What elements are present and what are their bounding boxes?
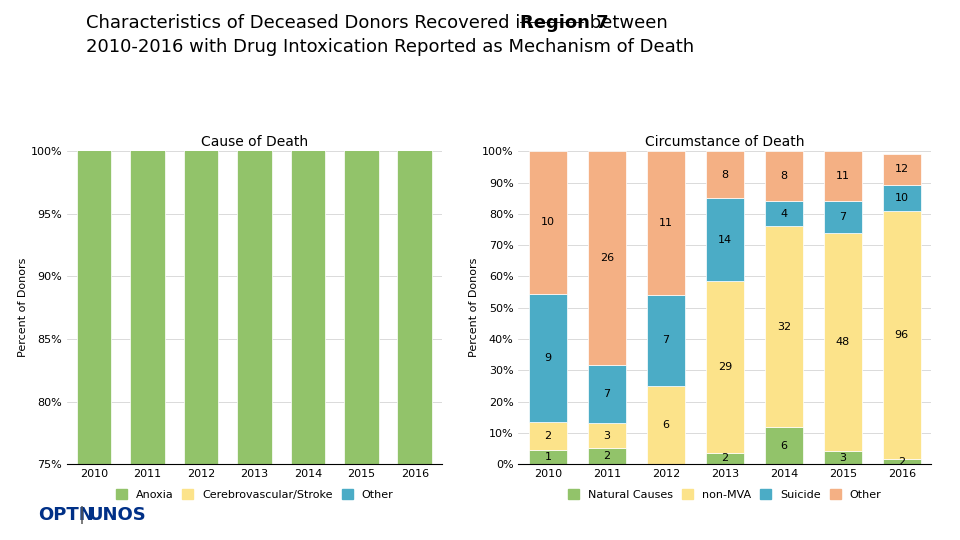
- Text: 96: 96: [895, 330, 909, 340]
- Text: Characteristics of Deceased Donors Recovered in: Characteristics of Deceased Donors Recov…: [86, 14, 538, 31]
- Bar: [706, 281, 744, 453]
- Bar: [77, 0, 111, 464]
- Text: Region 7: Region 7: [520, 14, 609, 31]
- Text: 14: 14: [718, 235, 732, 245]
- Bar: [706, 199, 744, 281]
- Text: 10: 10: [895, 193, 909, 203]
- Bar: [291, 0, 325, 464]
- Text: 29: 29: [718, 362, 732, 372]
- Text: 8: 8: [721, 170, 729, 180]
- Text: UNOS: UNOS: [88, 506, 146, 524]
- Bar: [588, 423, 626, 448]
- Text: 3: 3: [603, 430, 611, 441]
- Bar: [130, 0, 165, 464]
- Bar: [764, 151, 803, 201]
- Text: 2: 2: [721, 454, 729, 463]
- Bar: [882, 185, 921, 211]
- Bar: [706, 453, 744, 464]
- Bar: [882, 154, 921, 185]
- Text: 10: 10: [540, 218, 555, 227]
- Title: Cause of Death: Cause of Death: [201, 134, 308, 149]
- Bar: [647, 151, 685, 295]
- Bar: [824, 451, 862, 464]
- Bar: [647, 386, 685, 464]
- Y-axis label: Percent of Donors: Percent of Donors: [18, 258, 28, 357]
- Bar: [529, 294, 567, 422]
- Bar: [882, 211, 921, 459]
- Text: 2: 2: [603, 451, 611, 461]
- Bar: [588, 151, 626, 366]
- Bar: [824, 201, 862, 233]
- Text: OPTN: OPTN: [38, 506, 94, 524]
- Bar: [882, 459, 921, 464]
- Bar: [764, 226, 803, 427]
- Text: 12: 12: [895, 164, 909, 174]
- Text: 2: 2: [544, 431, 551, 441]
- Bar: [397, 0, 432, 464]
- Bar: [237, 0, 272, 464]
- Legend: Anoxia, Cerebrovascular/Stroke, Other: Anoxia, Cerebrovascular/Stroke, Other: [111, 485, 397, 504]
- Bar: [824, 151, 862, 201]
- Text: 6: 6: [662, 420, 669, 430]
- Text: 26: 26: [600, 253, 613, 264]
- Text: 1: 1: [544, 453, 551, 462]
- Text: 9: 9: [544, 353, 551, 363]
- Bar: [764, 201, 803, 226]
- Title: Circumstance of Death: Circumstance of Death: [645, 134, 804, 149]
- Legend: Natural Causes, non-MVA, Suicide, Other: Natural Causes, non-MVA, Suicide, Other: [564, 485, 886, 504]
- Text: 32: 32: [777, 322, 791, 332]
- Bar: [529, 450, 567, 464]
- Bar: [764, 427, 803, 464]
- Bar: [344, 0, 379, 464]
- Text: 7: 7: [603, 389, 611, 400]
- Text: 6: 6: [780, 441, 787, 450]
- Y-axis label: Percent of Donors: Percent of Donors: [469, 258, 479, 357]
- Text: 48: 48: [835, 337, 850, 347]
- Text: 2: 2: [899, 457, 905, 467]
- Bar: [824, 233, 862, 451]
- Text: 7: 7: [662, 335, 669, 346]
- Bar: [183, 0, 218, 464]
- Text: |: |: [79, 506, 84, 524]
- Bar: [588, 366, 626, 423]
- Text: 3: 3: [839, 453, 847, 463]
- Bar: [647, 295, 685, 386]
- Bar: [588, 448, 626, 464]
- Bar: [529, 151, 567, 294]
- Bar: [529, 422, 567, 450]
- Text: 7: 7: [839, 212, 847, 222]
- Bar: [706, 151, 744, 199]
- Text: 11: 11: [836, 171, 850, 181]
- Text: 4: 4: [780, 209, 787, 219]
- Text: 8: 8: [780, 171, 787, 181]
- Text: between: between: [584, 14, 667, 31]
- Text: 11: 11: [659, 218, 673, 228]
- Text: 2010-2016 with Drug Intoxication Reported as Mechanism of Death: 2010-2016 with Drug Intoxication Reporte…: [86, 38, 694, 56]
